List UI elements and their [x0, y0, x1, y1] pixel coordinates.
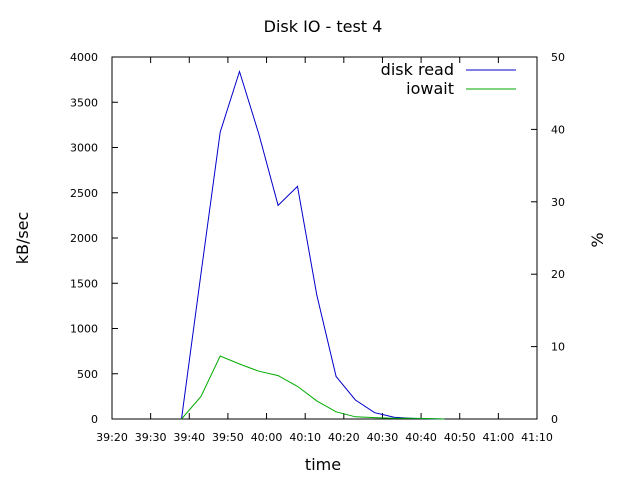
series-layer [181, 69, 445, 420]
plot-border [111, 56, 538, 420]
legend-label-iowait: iowait [406, 79, 454, 98]
y2-tick-label: 10 [551, 341, 565, 354]
x-axis-label: time [305, 455, 341, 474]
y2-tick-label: 0 [551, 413, 558, 426]
x-tick-label: 40:20 [328, 431, 360, 444]
y-tick-label: 2500 [70, 187, 98, 200]
y-axis-left: 0 500 1000 1500 2000 2500 3000 3500 4000 [70, 51, 118, 426]
y-tick-label: 0 [91, 413, 98, 426]
x-tick-label: 40:40 [405, 431, 437, 444]
x-tick-label: 39:50 [212, 431, 244, 444]
x-tick-label: 39:40 [173, 431, 205, 444]
y2-tick-label: 50 [551, 51, 565, 64]
y-tick-label: 3500 [70, 96, 98, 109]
y-tick-label: 4000 [70, 51, 98, 64]
y-tick-label: 2000 [70, 232, 98, 245]
y-tick-label: 1000 [70, 323, 98, 336]
y-tick-label: 500 [77, 368, 98, 381]
y-tick-label: 3000 [70, 142, 98, 155]
y2-tick-label: 20 [551, 268, 565, 281]
x-axis: 39:20 39:30 39:40 39:50 40:00 40:10 40:20 40:30… [96, 57, 553, 444]
x-tick-label: 41:10 [521, 431, 553, 444]
y2-tick-label: 40 [551, 123, 565, 136]
x-tick-label: 40:10 [289, 431, 321, 444]
y-tick-label: 1500 [70, 277, 98, 290]
x-tick-label: 40:00 [251, 431, 283, 444]
plot-area [111, 56, 538, 420]
y2-axis-label: % [588, 232, 607, 247]
x-tick-label: 39:30 [135, 431, 167, 444]
y2-tick-label: 30 [551, 196, 565, 209]
y-axis-label: kB/sec [13, 212, 32, 265]
series-line-iowait [181, 355, 445, 420]
series-line-disk-read [181, 69, 445, 420]
x-tick-label: 41:00 [483, 431, 515, 444]
x-tick-label: 39:20 [96, 431, 128, 444]
y-axis-right: 0 10 20 30 40 50 [531, 51, 565, 426]
legend-label-disk-read: disk read [381, 60, 454, 79]
x-tick-label: 40:50 [444, 431, 476, 444]
x-tick-label: 40:30 [367, 431, 399, 444]
legend: disk read iowait [381, 60, 516, 98]
chart-title: Disk IO - test 4 [264, 17, 383, 36]
